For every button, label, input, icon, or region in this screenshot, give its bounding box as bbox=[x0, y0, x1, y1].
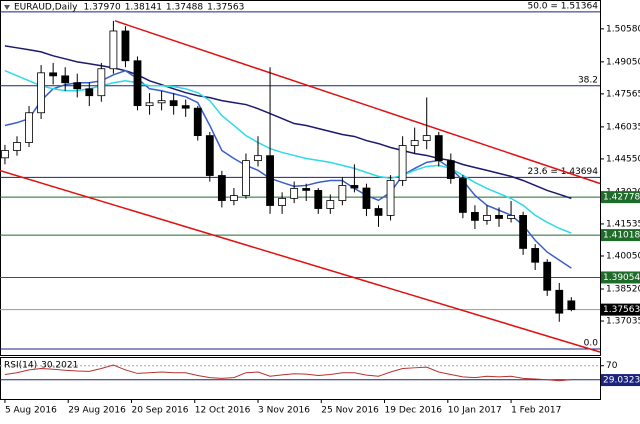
candle-body bbox=[266, 155, 274, 206]
candle-body bbox=[157, 100, 166, 104]
rsi-tick-label: 70 bbox=[606, 361, 618, 371]
candle-body bbox=[410, 140, 419, 146]
candle-body bbox=[458, 178, 467, 213]
candle-body bbox=[446, 160, 455, 179]
y-tick-label: 1.41535 bbox=[606, 219, 640, 229]
y-tick-label: 1.37035 bbox=[606, 317, 640, 327]
candle-body bbox=[13, 142, 21, 151]
candle-body bbox=[531, 248, 540, 263]
header-ohlc: 1.37488 bbox=[166, 3, 203, 13]
candle-body bbox=[350, 185, 359, 189]
price-box bbox=[601, 303, 640, 316]
rsi-pane bbox=[0, 357, 601, 400]
header-ohlc: 1.37970 bbox=[83, 3, 120, 13]
candle-body bbox=[374, 208, 383, 216]
rsi-marker-box bbox=[601, 374, 640, 387]
y-tick-label: 1.47565 bbox=[606, 89, 640, 99]
candle-body bbox=[193, 107, 202, 137]
candle-body bbox=[495, 215, 503, 219]
candle-body bbox=[386, 180, 395, 216]
candle-body bbox=[519, 215, 528, 249]
candle-body bbox=[1, 150, 9, 159]
y-tick-label: 1.49050 bbox=[606, 57, 640, 67]
candle-body bbox=[217, 175, 226, 201]
y-tick-label: 1.38520 bbox=[606, 284, 640, 294]
candle-body bbox=[398, 145, 407, 181]
candle-body bbox=[422, 135, 431, 141]
candle-body bbox=[121, 30, 130, 62]
fib-label: 38.2 bbox=[578, 75, 598, 85]
x-tick-label: 29 Aug 2016 bbox=[68, 406, 126, 416]
rsi-marker-label: 29.0323 bbox=[603, 376, 640, 386]
candle-body bbox=[567, 300, 576, 311]
candle-body bbox=[254, 155, 262, 162]
candle-body bbox=[483, 215, 491, 221]
level-box bbox=[601, 271, 640, 284]
candle-body bbox=[290, 188, 299, 199]
y-tick-label: 1.40050 bbox=[606, 251, 640, 261]
fib-label: 50.0 = 1.51364 bbox=[527, 1, 598, 11]
header-ohlc: 1.37563 bbox=[207, 3, 244, 13]
candle-body bbox=[61, 75, 70, 84]
y-tick-label: 1.44550 bbox=[606, 154, 640, 164]
candle-body bbox=[205, 135, 214, 176]
candle-body bbox=[133, 60, 142, 107]
candle-body bbox=[37, 72, 45, 114]
candle-body bbox=[555, 289, 564, 314]
candle-body bbox=[73, 82, 82, 90]
level-box bbox=[601, 191, 640, 204]
x-tick-label: 3 Nov 2016 bbox=[258, 406, 310, 416]
candle-body bbox=[25, 112, 33, 143]
x-tick-label: 19 Dec 2016 bbox=[385, 406, 443, 416]
level-label: 1.41018 bbox=[603, 231, 640, 241]
rsi-label: RSI(14) bbox=[4, 361, 37, 371]
moving-average bbox=[4, 45, 572, 200]
candle-body bbox=[242, 160, 250, 196]
symbol-title: EURAUD,Daily bbox=[14, 3, 78, 13]
rsi-line bbox=[4, 364, 572, 382]
candle-body bbox=[507, 215, 515, 219]
candle-body bbox=[278, 197, 287, 206]
main-pane bbox=[0, 0, 601, 356]
symbol-icon bbox=[4, 5, 10, 10]
y-tick-label: 1.46035 bbox=[606, 122, 640, 132]
candle-body bbox=[326, 200, 335, 209]
fib-label: 0.0 bbox=[584, 338, 599, 348]
x-tick-label: 20 Sep 2016 bbox=[131, 406, 188, 416]
x-tick-label: 10 Jan 2017 bbox=[448, 406, 502, 416]
candle-body bbox=[145, 102, 154, 107]
candle-body bbox=[362, 187, 371, 209]
level-label: 1.42778 bbox=[603, 193, 640, 203]
y-tick-label: 1.50580 bbox=[606, 24, 640, 34]
candle-body bbox=[434, 135, 443, 162]
rsi-current: 30.2021 bbox=[41, 361, 78, 371]
x-tick-label: 5 Aug 2016 bbox=[5, 406, 57, 416]
trend-line bbox=[114, 20, 601, 185]
candle-body bbox=[85, 88, 94, 97]
trend-line bbox=[0, 169, 601, 353]
x-tick-label: 12 Oct 2016 bbox=[195, 406, 251, 416]
candle-body bbox=[97, 68, 106, 97]
candle-body bbox=[543, 261, 552, 291]
candle-body bbox=[49, 72, 58, 77]
candle-body bbox=[181, 105, 190, 109]
level-label: 1.39054 bbox=[603, 273, 640, 283]
candle-body bbox=[109, 30, 118, 70]
x-tick-label: 1 Feb 2017 bbox=[511, 406, 561, 416]
candle-body bbox=[338, 185, 347, 201]
x-tick-label: 25 Nov 2016 bbox=[321, 406, 379, 416]
header-ohlc: 1.38141 bbox=[125, 3, 162, 13]
candle-body bbox=[471, 212, 479, 221]
candle-body bbox=[169, 100, 178, 107]
candle-body bbox=[230, 195, 238, 201]
fib-label: 23.6 = 1.43694 bbox=[527, 167, 598, 177]
candle-body bbox=[302, 188, 311, 191]
price-label: 1.37563 bbox=[603, 305, 640, 315]
candle-body bbox=[314, 190, 323, 209]
level-box bbox=[601, 229, 640, 242]
